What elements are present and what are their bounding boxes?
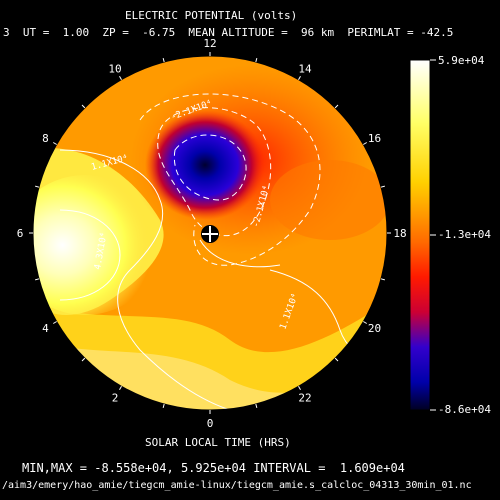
- hour-tick: [162, 403, 165, 408]
- hour-label: 0: [207, 417, 214, 430]
- hour-tick: [162, 58, 165, 63]
- hour-tick: [298, 75, 301, 80]
- hour-label: 4: [42, 322, 49, 335]
- file-path-footer: /aim3/emery/hao_amie/tiegcm_amie-linux/t…: [2, 480, 472, 491]
- hour-tick: [298, 386, 301, 391]
- hour-tick: [255, 403, 258, 408]
- hour-label: 10: [108, 62, 121, 75]
- hour-label: 22: [298, 392, 311, 405]
- hour-ticks: [29, 52, 391, 414]
- header-line: 3 UT = 1.00 ZP = -6.75 MEAN ALTITUDE = 9…: [3, 26, 454, 39]
- hour-tick: [380, 278, 385, 281]
- colorbar: [410, 60, 430, 410]
- hour-tick: [363, 142, 368, 145]
- hour-label: 6: [17, 227, 24, 240]
- hour-tick: [119, 75, 122, 80]
- minmax-summary: MIN,MAX = -8.558e+04, 5.925e+04 INTERVAL…: [22, 461, 405, 475]
- hour-tick: [52, 321, 57, 324]
- hour-label: 16: [368, 132, 381, 145]
- hour-label: 18: [393, 227, 406, 240]
- hour-tick: [35, 185, 40, 188]
- hour-tick: [119, 386, 122, 391]
- colorbar-min-label: -8.6e+04: [438, 403, 491, 416]
- hour-label: 12: [203, 37, 216, 50]
- hour-labels: 0 2 4 6 8 10 12 14 16 18 20 22: [17, 37, 407, 430]
- hour-tick: [334, 104, 339, 109]
- hour-tick: [380, 185, 385, 188]
- hour-tick: [363, 321, 368, 324]
- colorbar-max-label: 5.9e+04: [438, 54, 485, 67]
- hour-tick: [81, 104, 86, 109]
- hour-label: 14: [298, 62, 312, 75]
- hour-tick: [35, 278, 40, 281]
- hour-tick: [255, 58, 258, 63]
- hour-tick: [52, 142, 57, 145]
- hour-tick: [334, 357, 339, 362]
- x-axis-label: SOLAR LOCAL TIME (HRS): [145, 436, 291, 449]
- hour-label: 8: [42, 132, 49, 145]
- hour-label: 2: [112, 392, 119, 405]
- pole-marker: [201, 225, 219, 243]
- hour-tick: [81, 357, 86, 362]
- potential-disc: -2.1X10⁴ -2.1X10⁴ 1.1X10⁴ 4.3X10⁴ 1.1X10…: [33, 56, 387, 410]
- hour-label: 20: [368, 322, 381, 335]
- colorbar-mid-label: -1.3e+04: [438, 228, 491, 241]
- chart-title: ELECTRIC POTENTIAL (volts): [125, 9, 298, 22]
